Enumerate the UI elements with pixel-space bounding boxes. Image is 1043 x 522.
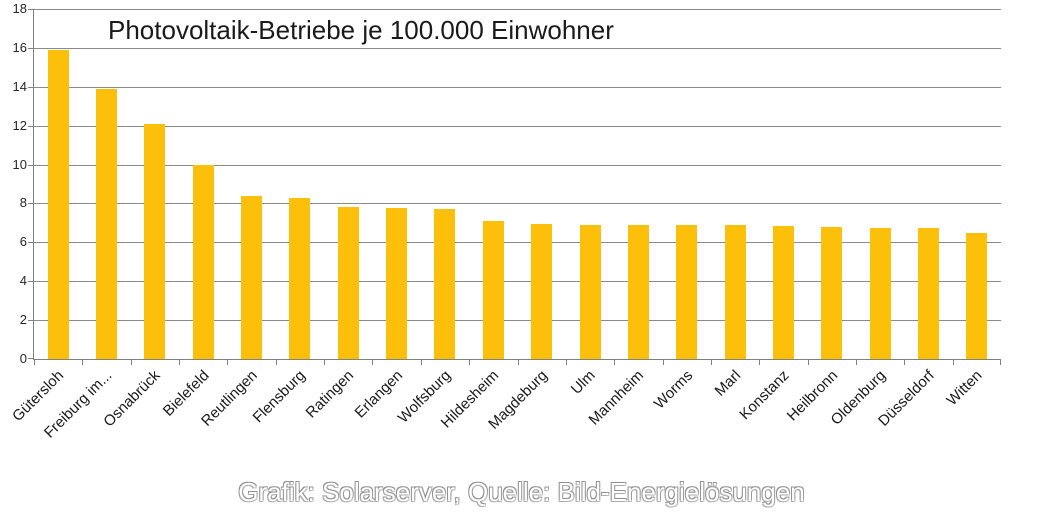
y-tick <box>28 125 33 127</box>
x-axis-label-Marl: Marl <box>711 367 745 400</box>
bar-Ulm <box>579 224 601 359</box>
bar-Witten <box>966 232 988 359</box>
x-tick <box>131 360 132 365</box>
gridline-y-4 <box>34 281 1001 283</box>
y-tick <box>28 203 33 205</box>
x-tick <box>421 360 422 365</box>
bar-Bielefeld <box>192 164 214 359</box>
x-tick <box>566 360 567 365</box>
bar-Konstanz <box>772 225 794 359</box>
gridline-y-12 <box>34 125 1001 127</box>
y-axis-label-16: 16 <box>12 39 27 55</box>
bar-Hildesheim <box>482 220 504 359</box>
x-tick <box>808 360 809 365</box>
y-axis-label-12: 12 <box>12 117 27 133</box>
x-tick <box>227 360 228 365</box>
x-tick <box>179 360 180 365</box>
plot-area <box>28 9 1001 365</box>
gridline-y-6 <box>34 242 1001 244</box>
x-axis-label-Witten: Witten <box>943 367 986 410</box>
bar-Worms <box>676 224 698 359</box>
y-tick <box>28 47 33 49</box>
gridline-y-10 <box>34 164 1001 166</box>
gridline-y-14 <box>34 86 1001 88</box>
y-tick <box>28 281 33 283</box>
x-tick <box>82 360 83 365</box>
caption: Grafik: Solarserver, Quelle: Bild-Energi… <box>238 477 805 507</box>
y-axis-label-10: 10 <box>12 156 27 172</box>
bar-Wolfsburg <box>434 209 456 359</box>
x-tick <box>759 360 760 365</box>
y-axis-label-6: 6 <box>19 234 27 250</box>
x-axis-label-Ratingen: Ratingen <box>302 367 358 422</box>
bar-Erlangen <box>386 208 408 359</box>
x-tick <box>324 360 325 365</box>
y-tick <box>28 9 33 10</box>
bar-Oldenburg <box>869 227 891 359</box>
y-axis-label-18: 18 <box>12 1 27 16</box>
x-axis-label-Worms: Worms <box>650 367 696 413</box>
bar-Flensburg <box>289 197 311 359</box>
y-tick <box>28 164 33 166</box>
bar-Düsseldorf <box>917 227 939 359</box>
gridline-y-18 <box>34 9 1001 10</box>
x-axis-label-Flensburg: Flensburg <box>249 367 309 427</box>
x-tick <box>856 360 857 365</box>
x-tick <box>614 360 615 365</box>
x-tick <box>372 360 373 365</box>
y-tick <box>28 320 33 322</box>
x-tick <box>518 360 519 365</box>
x-tick <box>711 360 712 365</box>
x-tick <box>663 360 664 365</box>
x-tick <box>469 360 470 365</box>
x-tick <box>904 360 905 365</box>
x-tick <box>953 360 954 365</box>
y-tick <box>28 242 33 244</box>
bar-Heilbronn <box>821 226 843 359</box>
x-tick <box>34 360 35 365</box>
gridline-y-16 <box>34 47 1001 49</box>
y-tick <box>28 86 33 88</box>
y-tick <box>28 358 33 359</box>
bar-Gütersloh <box>47 49 69 359</box>
bar-Magdeburg <box>531 223 553 359</box>
y-axis-label-8: 8 <box>19 195 27 211</box>
y-axis-label-2: 2 <box>19 312 27 328</box>
bar-Freiburg im... <box>96 88 118 359</box>
bar-Marl <box>724 224 746 359</box>
bar-Osnabrück <box>144 123 166 359</box>
bar-Ratingen <box>337 207 359 359</box>
chart-title: Photovoltaik-Betriebe je 100.000 Einwohn… <box>108 15 614 45</box>
gridline-y-8 <box>34 203 1001 205</box>
x-tick <box>1000 360 1001 365</box>
bar-Reutlingen <box>241 195 263 359</box>
y-axis-label-14: 14 <box>12 78 27 94</box>
x-axis-label-Konstanz: Konstanz <box>736 367 793 424</box>
gridline-y-2 <box>34 320 1001 322</box>
x-axis-label-Ulm: Ulm <box>568 367 600 398</box>
bar-Mannheim <box>627 224 649 359</box>
y-axis-label-0: 0 <box>19 351 27 366</box>
y-axis-label-4: 4 <box>19 273 27 289</box>
x-tick <box>276 360 277 365</box>
